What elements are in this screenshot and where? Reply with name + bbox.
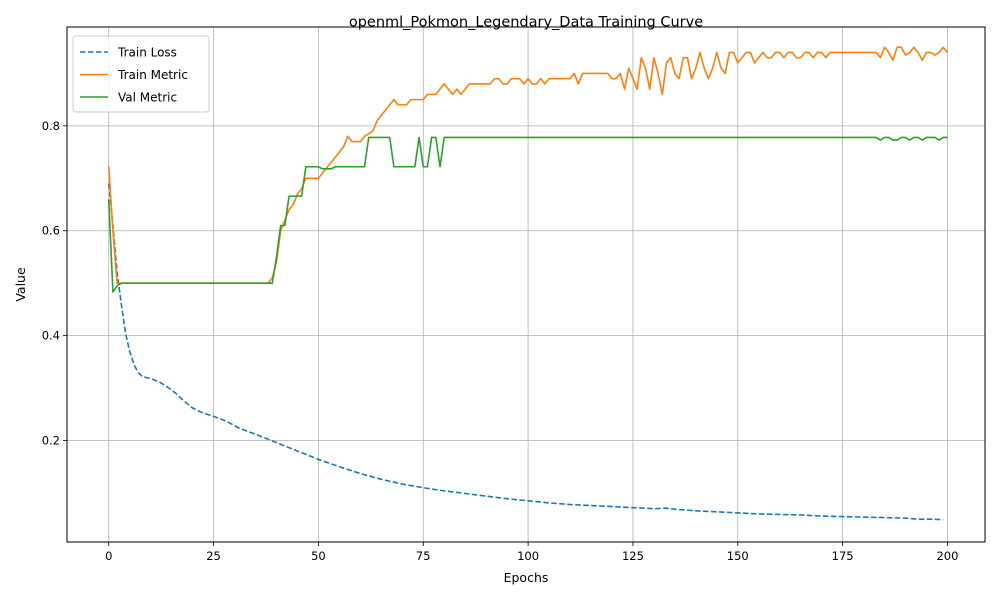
y-tick-label: 0.6 xyxy=(42,224,60,238)
chart-title: openml_Pokmon_Legendary_Data Training Cu… xyxy=(349,15,703,31)
legend-label: Train Loss xyxy=(117,46,177,60)
y-axis-label: Value xyxy=(13,267,28,302)
legend-box xyxy=(72,35,210,113)
series-line-train-metric xyxy=(107,46,949,284)
legend-label: Train Metric xyxy=(117,68,188,82)
x-tick-label: 25 xyxy=(206,549,221,563)
legend-items: Train Loss Train Metric Val Metric xyxy=(80,46,188,105)
x-tick-label: 150 xyxy=(727,549,749,563)
series-layer xyxy=(107,46,949,521)
plot-frame xyxy=(66,26,986,543)
x-axis-label: Epochs xyxy=(504,570,549,585)
x-tick-label: 200 xyxy=(936,549,958,563)
y-tick-label: 0.2 xyxy=(42,434,60,448)
y-tick-label: 0.8 xyxy=(42,119,60,133)
legend-label: Val Metric xyxy=(118,91,177,105)
y-tick-label: 0.4 xyxy=(42,329,60,343)
grid-layer xyxy=(67,27,985,542)
x-tick-label: 175 xyxy=(832,549,854,563)
x-tick-label: 0 xyxy=(105,549,112,563)
x-tick-label: 75 xyxy=(416,549,431,563)
tick-layer: 0 25 50 75 100 125 150 175 200 0.2 0.4 0.6 0.8 xyxy=(42,119,959,563)
series-line-val-metric xyxy=(107,136,948,293)
x-tick-label: 125 xyxy=(622,549,644,563)
x-tick-label: 50 xyxy=(311,549,326,563)
series-line-train-loss xyxy=(107,183,944,521)
x-tick-label: 100 xyxy=(517,549,539,563)
legend: Train Loss Train Metric Val Metric xyxy=(72,35,210,113)
